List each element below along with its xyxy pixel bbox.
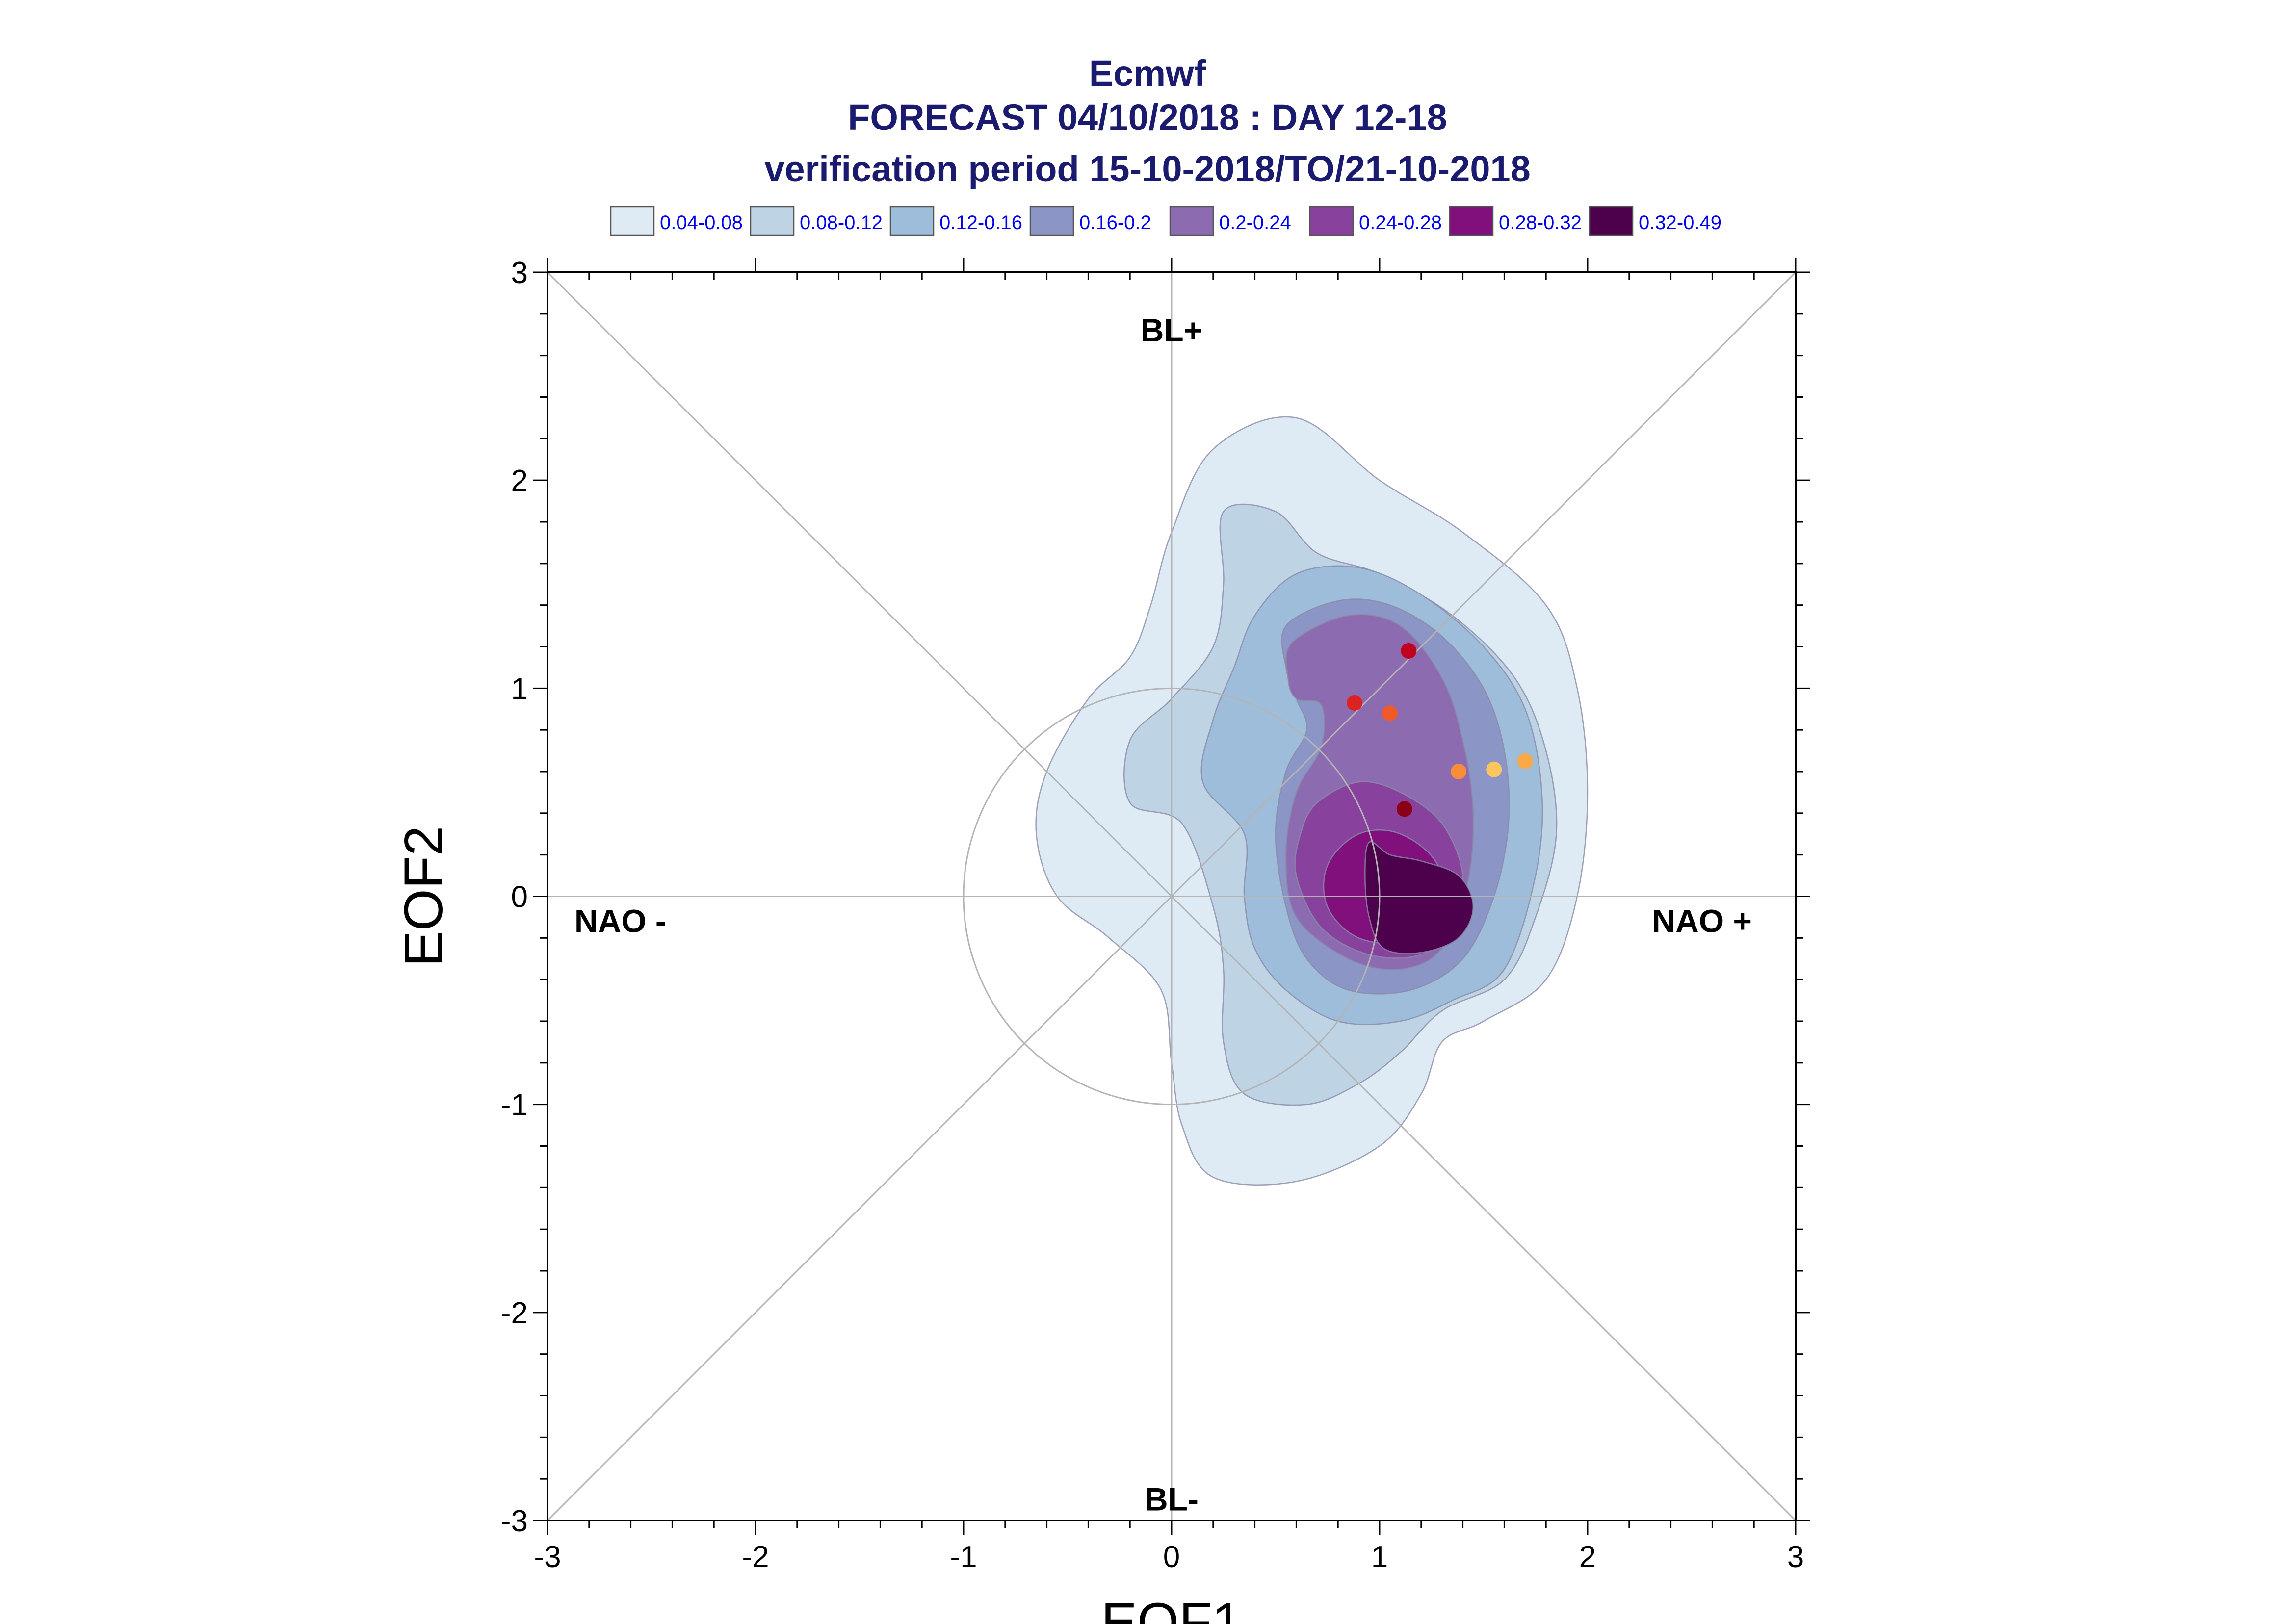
y-tick-label: 1 [511, 672, 528, 706]
x-tick-label: -3 [534, 1540, 561, 1574]
regime-label-nao-plus: NAO + [1652, 902, 1752, 939]
legend-swatch-1 [610, 206, 655, 236]
x-tick-label: -1 [950, 1540, 977, 1574]
ensemble-point-5 [1486, 761, 1502, 777]
regime-label-nao-minus: NAO - [574, 902, 666, 939]
unit-circle [963, 687, 1381, 1106]
y-tick-label: 0 [511, 880, 528, 914]
legend-swatch-4 [1029, 206, 1074, 236]
contour-band-8 [1364, 841, 1474, 954]
y-tick-label: -1 [501, 1088, 528, 1122]
y-tick-label: 3 [511, 256, 528, 290]
legend: 0.04-0.08 0.08-0.12 0.12-0.16 0.16-0.2 0.2-0… [610, 206, 1721, 236]
legend-swatch-6 [1309, 206, 1354, 236]
x-tick-label: 2 [1579, 1540, 1596, 1574]
legend-label-5: 0.2-0.24 [1219, 212, 1291, 233]
ensemble-point-2 [1347, 695, 1363, 711]
ensemble-point-3 [1382, 705, 1398, 722]
legend-swatch-2 [750, 206, 795, 236]
y-tick-label: -3 [501, 1504, 528, 1538]
y-axis-title: EOF2 [393, 826, 454, 967]
legend-label-6: 0.24-0.28 [1359, 212, 1442, 233]
ensemble-point-1 [1401, 643, 1417, 659]
x-axis-title: EOF1 [1101, 1592, 1242, 1624]
chart-period: verification period 15-10-2018/TO/21-10-… [764, 149, 1531, 189]
chart-title: Ecmwf [1089, 53, 1206, 94]
plot-area: BL+ BL- NAO - NAO + [548, 272, 1796, 1521]
legend-label-8: 0.32-0.49 [1639, 212, 1721, 233]
axes: -3 -2 -1 0 1 2 3 -3 -2 -1 0 1 2 3 [501, 256, 1810, 1574]
ensemble-point-6 [1517, 753, 1533, 769]
ensemble-point-7 [1396, 801, 1412, 817]
legend-label-7: 0.28-0.32 [1499, 212, 1582, 233]
legend-swatch-3 [889, 206, 935, 236]
legend-swatch-5 [1169, 206, 1214, 236]
legend-swatch-7 [1449, 206, 1494, 236]
y-tick-label: 2 [511, 464, 528, 498]
ensemble-point-4 [1451, 764, 1467, 779]
legend-swatch-8 [1589, 206, 1634, 236]
x-tick-label: 0 [1163, 1540, 1180, 1574]
x-tick-label: -2 [742, 1540, 769, 1574]
regime-label-bl-plus: BL+ [1141, 312, 1203, 348]
legend-label-2: 0.08-0.12 [800, 212, 883, 233]
x-tick-label: 1 [1371, 1540, 1388, 1574]
x-tick-label: 3 [1787, 1540, 1804, 1574]
legend-label-4: 0.16-0.2 [1079, 212, 1151, 233]
chart-subtitle: FORECAST 04/10/2018 : DAY 12-18 [848, 97, 1447, 138]
regime-label-bl-minus: BL- [1145, 1481, 1199, 1518]
legend-label-3: 0.12-0.16 [939, 212, 1022, 233]
legend-label-1: 0.04-0.08 [660, 212, 743, 233]
y-tick-label: -2 [501, 1296, 528, 1330]
